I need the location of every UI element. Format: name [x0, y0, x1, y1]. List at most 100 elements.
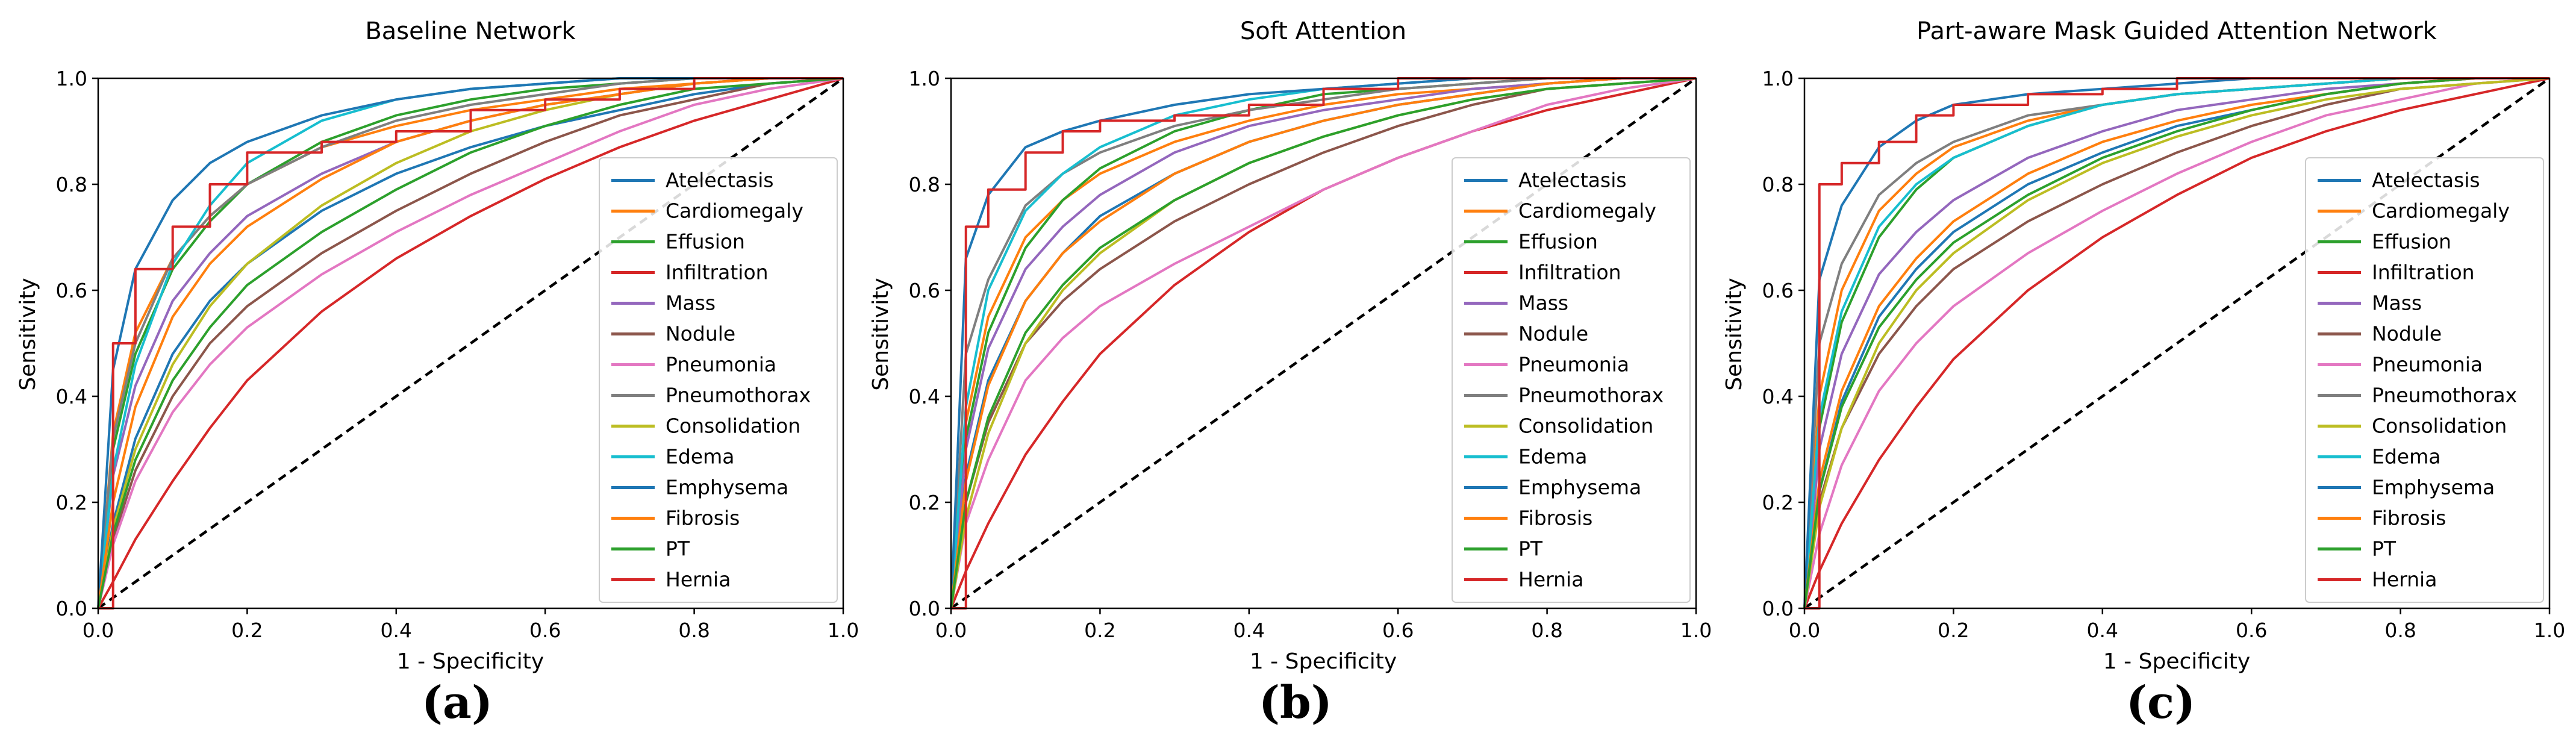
legend-label: Emphysema [2372, 476, 2495, 499]
legend-label: Fibrosis [666, 507, 740, 530]
panel-a-ylabel: Sensitivity [16, 278, 40, 390]
legend-label: Effusion [2372, 230, 2451, 254]
y-tick-label: 0.0 [909, 597, 940, 620]
axes-frame [1803, 77, 2551, 610]
panel-a-plot: 0.0 0.2 0.4 0.6 0.8 1.0 0.0 0.2 0.4 0.6 0.8 1.0 Atel… [56, 67, 859, 642]
legend-label: Pneumothorax [1518, 384, 1664, 407]
panel-a: Baseline Network Sensitivity 1 - Specifi… [16, 17, 859, 729]
panel-b-letter: (b) [1259, 677, 1332, 729]
panel-c-letter: (c) [2126, 677, 2195, 729]
panel-c: Part-aware Mask Guided Attention Network… [1722, 17, 2565, 729]
legend-label: Nodule [2372, 322, 2442, 346]
axes-frame [97, 77, 844, 610]
legend-label: Emphysema [1518, 476, 1641, 499]
legend-box [599, 157, 838, 603]
legend-label: Nodule [666, 322, 735, 346]
series-line-atelectasis [97, 77, 844, 609]
y-tick-label: 0.8 [56, 173, 87, 196]
panel-a-letter: (a) [422, 677, 493, 729]
legend-label: Edema [666, 445, 734, 469]
y-tick-label: 0.8 [909, 173, 940, 196]
y-tick-label: 1.0 [1762, 67, 1794, 90]
legend-label: Hernia [666, 568, 731, 591]
legend-label: Cardiomegaly [1518, 199, 1656, 223]
legend-label: Atelectasis [666, 169, 774, 192]
y-tick-label: 0.2 [909, 491, 940, 514]
y-tick-label: 0.8 [1762, 173, 1794, 196]
legend-label: PT [666, 537, 690, 561]
y-tick-label: 0.4 [909, 385, 940, 408]
x-tick-label: 1.0 [828, 619, 859, 642]
x-tick-label: 0.0 [83, 619, 114, 642]
x-tick-label: 0.2 [1938, 619, 1969, 642]
series-line-pneumonia [950, 77, 1697, 609]
series-line-pneumonia [1803, 77, 2550, 609]
y-tick-label: 0.6 [1762, 279, 1794, 302]
x-tick-label: 0.2 [1084, 619, 1115, 642]
legend-label: Consolidation [666, 414, 800, 438]
panel-a-title: Baseline Network [365, 17, 576, 45]
series-line-infiltration [950, 77, 1697, 609]
panel-c-title: Part-aware Mask Guided Attention Network [1916, 17, 2437, 45]
series-line-infiltration [97, 77, 844, 609]
axes-frame [950, 77, 1697, 610]
y-tick-label: 1.0 [909, 67, 940, 90]
panel-b-plot: 0.0 0.2 0.4 0.6 0.8 1.0 0.0 0.2 0.4 0.6 0.8 1.0 Atel… [909, 67, 1712, 642]
y-tick-label: 0.6 [56, 279, 87, 302]
x-tick-label: 0.0 [935, 619, 967, 642]
legend-label: Effusion [1518, 230, 1598, 254]
y-tick-label: 0.2 [56, 491, 87, 514]
y-tick-label: 0.4 [1762, 385, 1794, 408]
y-tick-label: 0.0 [1762, 597, 1794, 620]
legend-label: PT [1518, 537, 1543, 561]
legend-label: Consolidation [2372, 414, 2507, 438]
x-tick-label: 0.8 [2384, 619, 2416, 642]
legend-label: Pneumonia [1518, 353, 1629, 376]
x-tick-label: 0.2 [231, 619, 263, 642]
x-tick-label: 1.0 [1680, 619, 1712, 642]
legend-box [1452, 157, 1691, 603]
series-line-fibrosis [97, 77, 843, 609]
series-line-fibrosis [950, 77, 1696, 609]
y-tick-label: 0.4 [56, 385, 87, 408]
legend-box [2305, 157, 2544, 603]
x-tick-label: 0.0 [1789, 619, 1820, 642]
panel-c-xlabel: 1 - Specificity [2103, 649, 2250, 674]
x-tick-label: 0.8 [678, 619, 709, 642]
x-tick-label: 0.4 [1233, 619, 1265, 642]
x-tick-label: 0.6 [2236, 619, 2267, 642]
legend-label: Nodule [1518, 322, 1588, 346]
series-line-pt [950, 77, 1697, 609]
legend-label: Mass [1518, 292, 1568, 315]
x-tick-label: 0.6 [1382, 619, 1414, 642]
x-tick-label: 1.0 [2534, 619, 2565, 642]
legend-label: Pneumonia [666, 353, 776, 376]
legend-label: Mass [2372, 292, 2422, 315]
legend-label: Fibrosis [1518, 507, 1592, 530]
series-line-nodule [97, 77, 844, 609]
legend-label: Infiltration [666, 261, 769, 284]
series-line-hernia [98, 77, 843, 610]
panel-c-ylabel: Sensitivity [1722, 278, 1747, 390]
legend-label: Edema [2372, 445, 2440, 469]
panel-b-title: Soft Attention [1240, 17, 1406, 45]
series-line-pt [1803, 77, 2549, 609]
series-line-pt [97, 77, 844, 609]
legend-label: Infiltration [1518, 261, 1621, 284]
legend-label: Effusion [666, 230, 745, 254]
panel-b: Soft Attention Sensitivity 1 - Specifici… [869, 17, 1712, 729]
legend-label: Hernia [2372, 568, 2437, 591]
legend-label: Fibrosis [2372, 507, 2446, 530]
x-tick-label: 0.8 [1531, 619, 1562, 642]
legend-label: Hernia [1518, 568, 1583, 591]
panel-a-xlabel: 1 - Specificity [397, 649, 544, 674]
legend-label: Atelectasis [2372, 169, 2480, 192]
legend-label: Edema [1518, 445, 1587, 469]
panel-c-plot: 0.0 0.2 0.4 0.6 0.8 1.0 0.0 0.2 0.4 0.6 0.8 1.0 Atel… [1762, 67, 2566, 642]
legend-label: Consolidation [1518, 414, 1653, 438]
legend-label: Atelectasis [1518, 169, 1627, 192]
x-tick-label: 0.6 [529, 619, 561, 642]
y-tick-label: 0.0 [56, 597, 87, 620]
legend-label: Infiltration [2372, 261, 2475, 284]
